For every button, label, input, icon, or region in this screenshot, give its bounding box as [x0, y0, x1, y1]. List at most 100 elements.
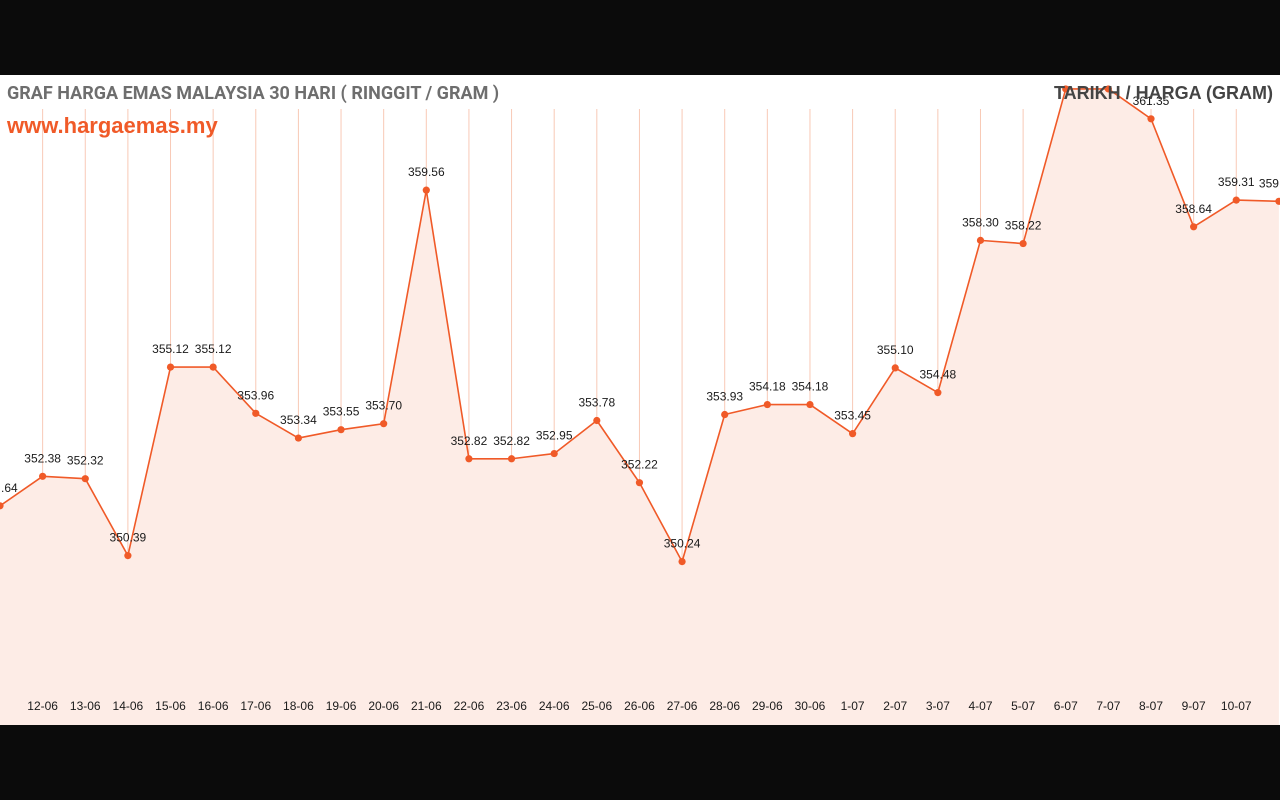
tick-label-21-06: 21-06: [411, 699, 442, 713]
tick-label-12-06: 12-06: [27, 699, 58, 713]
data-label-8-07: 361.35: [1133, 94, 1170, 108]
point-17-06: [252, 409, 260, 417]
point-16-06: [209, 363, 217, 371]
point-4-07: [976, 236, 985, 244]
data-label-5-07: 358.22: [1005, 219, 1042, 233]
data-label-21-06: 359.56: [408, 165, 445, 179]
tick-label-24-06: 24-06: [539, 699, 570, 713]
data-label-13-06: 352.32: [67, 454, 104, 468]
point-13-06: [81, 475, 89, 483]
data-label-17-06: 353.96: [237, 388, 274, 402]
point-15-06: [166, 363, 175, 371]
data-label-24-06: 352.95: [536, 429, 573, 443]
area-fill-layer: [0, 88, 1279, 725]
tick-label-3-07: 3-07: [926, 699, 950, 713]
data-label-22-06: 352.82: [451, 434, 488, 448]
tick-label-14-06: 14-06: [113, 699, 144, 713]
data-label-11-07: 359: [1259, 176, 1279, 190]
point-30-06: [806, 400, 814, 409]
data-label-3-07: 354.48: [920, 368, 957, 382]
data-label-26-06: 352.22: [621, 458, 658, 472]
point-5-07: [1019, 239, 1027, 248]
chart-panel: GRAF HARGA EMAS MALAYSIA 30 HARI ( RINGG…: [0, 75, 1280, 725]
gold-price-chart: .64 352.38 352.32 350.39 355.12 355.12 353.96 3…: [0, 85, 1280, 725]
data-label-12-06: 352.38: [24, 451, 61, 465]
tick-label-26-06: 26-06: [624, 699, 655, 713]
tick-label-18-06: 18-06: [283, 699, 314, 713]
point-7-07: [1104, 85, 1112, 93]
point-3-07: [934, 389, 942, 397]
data-label-20-06: 353.70: [365, 399, 402, 413]
tick-label-19-06: 19-06: [326, 699, 357, 713]
point-12-06: [39, 472, 47, 480]
point-23-06: [507, 455, 516, 463]
legend-label: TARIKH / HARGA (GRAM): [1054, 83, 1273, 103]
site-link[interactable]: www.hargaemas.my: [7, 113, 218, 138]
tick-label-13-06: 13-06: [70, 699, 101, 713]
point-1-07: [849, 430, 857, 438]
data-label-10-07: 359.31: [1218, 175, 1255, 189]
tick-label-8-07: 8-07: [1139, 699, 1163, 713]
data-labels: .64 352.38 352.32 350.39 355.12 355.12 353.96 3…: [1, 94, 1279, 551]
point-22-06: [465, 455, 473, 463]
point-19-06: [337, 426, 345, 434]
tick-label-22-06: 22-06: [454, 699, 485, 713]
chart-title: GRAF HARGA EMAS MALAYSIA 30 HARI ( RINGG…: [7, 83, 500, 104]
data-label-15-06: 355.12: [152, 342, 189, 356]
point-6-07: [1062, 85, 1070, 93]
tick-label-17-06: 17-06: [240, 699, 271, 713]
tick-label-1-07: 1-07: [841, 699, 865, 713]
tick-label-4-07: 4-07: [968, 699, 992, 713]
point-14-06: [124, 552, 132, 560]
tick-label-25-06: 25-06: [581, 699, 612, 713]
data-label-4-07: 358.30: [962, 215, 999, 229]
point-27-06: [678, 557, 686, 566]
data-label-27-06: 350.24: [664, 537, 701, 551]
tick-label-16-06: 16-06: [198, 699, 229, 713]
point-26-06: [635, 479, 644, 487]
tick-label-23-06: 23-06: [496, 699, 527, 713]
point-9-07: [1190, 223, 1198, 231]
point-8-07: [1147, 115, 1155, 123]
point-10-07: [1232, 196, 1240, 204]
point-11-07: [1275, 197, 1280, 205]
point-20-06: [380, 420, 388, 428]
tick-label-2-07: 2-07: [883, 699, 907, 713]
tick-label-20-06: 20-06: [368, 699, 399, 713]
data-label-18-06: 353.34: [280, 413, 317, 427]
data-label-19-06: 353.55: [323, 405, 360, 419]
tick-label-6-07: 6-07: [1054, 699, 1078, 713]
data-label-29-06: 354.18: [749, 380, 786, 394]
data-label-1-07: 353.45: [834, 409, 871, 423]
data-label-28-06: 353.93: [706, 390, 743, 404]
tick-label-28-06: 28-06: [709, 699, 740, 713]
tick-label-9-07: 9-07: [1182, 699, 1206, 713]
tick-label-10-07: 10-07: [1221, 699, 1252, 713]
tick-label-7-07: 7-07: [1096, 699, 1120, 713]
data-label-23-06: 352.82: [493, 434, 530, 448]
data-label-9-07: 358.64: [1175, 202, 1212, 216]
data-points: [0, 85, 1280, 566]
area-fill: [0, 88, 1279, 725]
point-28-06: [721, 410, 729, 419]
tick-label-5-07: 5-07: [1011, 699, 1035, 713]
point-25-06: [593, 416, 601, 425]
point-18-06: [294, 434, 303, 442]
point-21-06: [422, 186, 430, 194]
data-label-30-06: 354.18: [792, 380, 829, 394]
data-label-25-06: 353.78: [578, 396, 615, 410]
point-24-06: [550, 449, 558, 458]
point-11-06: [0, 502, 4, 510]
tick-label-27-06: 27-06: [667, 699, 698, 713]
data-label-11-06: .64: [1, 481, 18, 495]
data-label-16-06: 355.12: [195, 342, 232, 356]
data-label-14-06: 350.39: [110, 531, 147, 545]
tick-label-15-06: 15-06: [155, 699, 186, 713]
x-axis-ticks: 12-06 13-06 14-06 15-06 16-06 17-06 18-06 19-06…: [27, 699, 1252, 713]
data-label-2-07: 355.10: [877, 343, 914, 357]
tick-label-29-06: 29-06: [752, 699, 783, 713]
point-29-06: [763, 400, 771, 409]
point-2-07: [891, 364, 899, 372]
tick-label-30-06: 30-06: [795, 699, 826, 713]
